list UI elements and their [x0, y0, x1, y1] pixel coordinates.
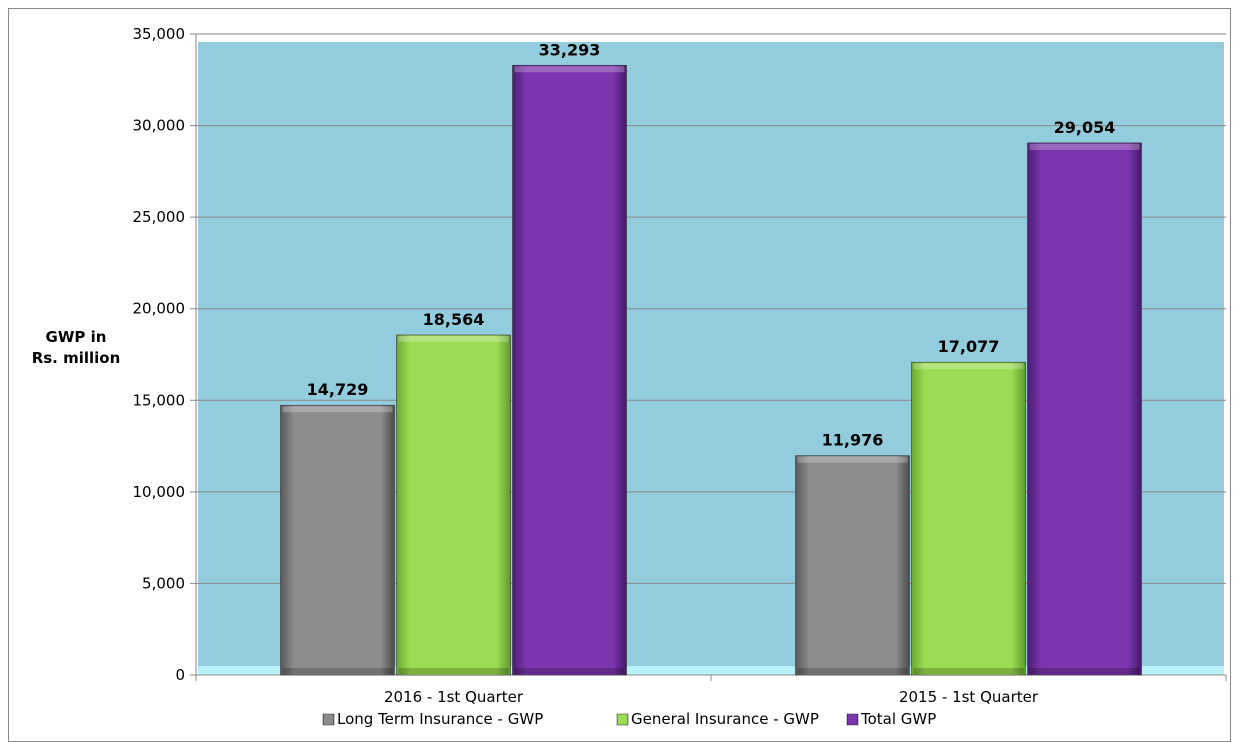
bar-body [512, 64, 627, 676]
bar-bevel-bottom [514, 668, 625, 674]
data-label: 11,976 [822, 431, 884, 450]
legend-label: Total GWP [860, 710, 936, 728]
y-axis-label-line: GWP in [46, 328, 107, 346]
y-tick-label: 35,000 [133, 25, 186, 43]
legend-swatch [846, 713, 859, 726]
data-label: 33,293 [539, 40, 601, 59]
legend-item: Long Term Insurance - GWP [322, 710, 543, 728]
bar-bevel-bottom [1029, 668, 1140, 674]
legend-label: Long Term Insurance - GWP [337, 710, 543, 728]
bar-bevel-top [1029, 143, 1140, 150]
bar [911, 361, 1026, 676]
bar [280, 404, 395, 676]
data-label: 18,564 [423, 310, 485, 329]
bar-body [280, 404, 395, 676]
x-category-label: 2016 - 1st Quarter [384, 688, 524, 706]
bar [1027, 142, 1142, 676]
y-tick-label: 10,000 [133, 483, 186, 501]
y-axis-label: GWP in Rs. million [32, 328, 121, 367]
bar-body [911, 361, 1026, 676]
bar-bevel-bottom [282, 668, 393, 674]
legend-swatch [322, 713, 335, 726]
bar [795, 455, 910, 676]
bar-body [795, 455, 910, 676]
bar-bevel-top [514, 66, 625, 73]
legend-label: General Insurance - GWP [631, 710, 819, 728]
plot-floor [198, 666, 1224, 675]
y-axis-label-line: Rs. million [32, 349, 121, 367]
legend-item: Total GWP [846, 710, 936, 728]
legend-swatch [616, 713, 629, 726]
y-tick-label: 15,000 [133, 391, 186, 409]
bar-bevel-bottom [398, 668, 509, 674]
bar-bevel-top [398, 336, 509, 343]
bar [512, 64, 627, 676]
bar-body [396, 334, 511, 676]
data-label: 29,054 [1054, 118, 1116, 137]
y-tick-label: 20,000 [133, 300, 186, 318]
bar-bevel-top [797, 456, 908, 463]
y-tick-label: 0 [175, 666, 185, 684]
y-tick-label: 25,000 [133, 208, 186, 226]
bar-body [1027, 142, 1142, 676]
data-label: 14,729 [307, 380, 369, 399]
data-label: 17,077 [938, 337, 1000, 356]
bar-bevel-bottom [797, 668, 908, 674]
bar-bevel-top [913, 363, 1024, 370]
y-tick-label: 5,000 [142, 574, 185, 592]
y-tick-label: 30,000 [133, 117, 186, 135]
bar-bevel-top [282, 406, 393, 413]
x-category-label: 2015 - 1st Quarter [899, 688, 1039, 706]
bar-bevel-bottom [913, 668, 1024, 674]
legend-item: General Insurance - GWP [616, 710, 819, 728]
bar [396, 334, 511, 676]
